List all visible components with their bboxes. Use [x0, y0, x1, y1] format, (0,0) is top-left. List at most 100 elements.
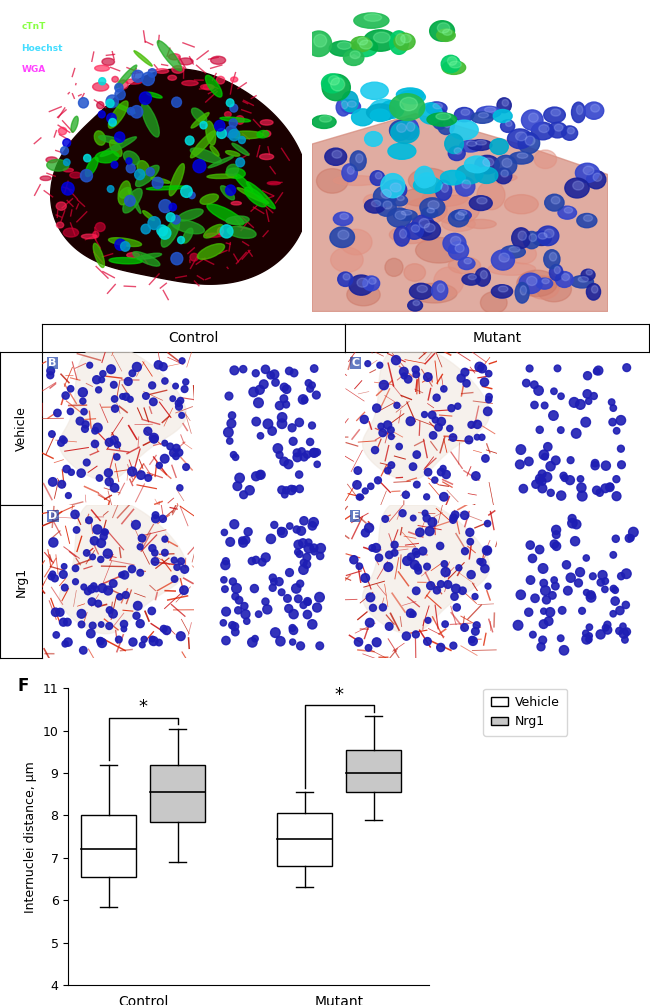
Circle shape [484, 521, 491, 527]
Circle shape [281, 491, 288, 497]
Circle shape [226, 98, 234, 107]
Circle shape [51, 575, 58, 582]
Circle shape [177, 236, 185, 243]
Ellipse shape [383, 201, 392, 209]
Ellipse shape [443, 233, 466, 253]
Circle shape [316, 642, 324, 649]
Circle shape [441, 386, 447, 392]
Ellipse shape [493, 110, 512, 123]
Circle shape [115, 239, 125, 250]
Circle shape [157, 225, 168, 236]
Circle shape [115, 89, 125, 99]
Circle shape [241, 610, 250, 619]
Ellipse shape [229, 131, 264, 139]
Ellipse shape [518, 133, 540, 154]
Ellipse shape [528, 114, 538, 123]
Ellipse shape [508, 129, 532, 149]
Ellipse shape [586, 270, 592, 275]
Circle shape [423, 515, 430, 522]
Ellipse shape [593, 173, 602, 181]
Circle shape [432, 477, 438, 483]
Ellipse shape [592, 285, 598, 293]
Ellipse shape [544, 108, 566, 123]
Circle shape [99, 622, 104, 627]
Ellipse shape [125, 78, 142, 84]
Circle shape [106, 622, 112, 629]
Ellipse shape [220, 186, 235, 200]
Circle shape [56, 608, 64, 616]
Circle shape [471, 627, 479, 635]
Circle shape [249, 387, 258, 397]
Ellipse shape [231, 77, 238, 82]
Ellipse shape [183, 228, 193, 243]
Circle shape [618, 445, 625, 452]
Circle shape [287, 485, 296, 494]
Circle shape [122, 393, 129, 400]
Ellipse shape [421, 208, 438, 218]
Ellipse shape [413, 177, 442, 193]
Circle shape [296, 471, 303, 478]
Y-axis label: Internuclei distance, μm: Internuclei distance, μm [24, 761, 37, 913]
Circle shape [98, 638, 107, 647]
Circle shape [144, 427, 152, 435]
Ellipse shape [385, 258, 403, 276]
Ellipse shape [495, 168, 512, 184]
Circle shape [361, 574, 370, 582]
Circle shape [100, 371, 106, 377]
Ellipse shape [370, 99, 398, 120]
Circle shape [474, 434, 480, 440]
Ellipse shape [586, 283, 601, 300]
Ellipse shape [426, 102, 447, 115]
Ellipse shape [350, 151, 366, 171]
Text: Nrg1: Nrg1 [14, 567, 27, 597]
Ellipse shape [526, 276, 537, 285]
Ellipse shape [342, 164, 358, 182]
Circle shape [289, 624, 296, 631]
Circle shape [538, 483, 547, 492]
Circle shape [177, 397, 184, 404]
Circle shape [378, 423, 384, 429]
Circle shape [536, 474, 544, 482]
Ellipse shape [583, 166, 594, 175]
Circle shape [269, 584, 276, 591]
Circle shape [173, 383, 178, 389]
Ellipse shape [389, 226, 432, 243]
Circle shape [96, 474, 103, 481]
Circle shape [179, 358, 185, 364]
Circle shape [441, 561, 448, 567]
Circle shape [593, 368, 600, 375]
Circle shape [586, 633, 592, 639]
Ellipse shape [364, 14, 382, 21]
Circle shape [101, 529, 107, 535]
Circle shape [412, 549, 419, 555]
Circle shape [578, 607, 586, 614]
Circle shape [272, 379, 280, 386]
Ellipse shape [455, 212, 464, 220]
Circle shape [401, 373, 407, 379]
Circle shape [358, 494, 363, 499]
Circle shape [368, 483, 374, 489]
Circle shape [116, 594, 123, 600]
Ellipse shape [491, 250, 515, 270]
Ellipse shape [354, 13, 389, 28]
Ellipse shape [391, 122, 419, 144]
Ellipse shape [325, 148, 346, 166]
Circle shape [229, 578, 237, 585]
Polygon shape [363, 352, 489, 480]
Circle shape [384, 563, 393, 572]
Ellipse shape [85, 157, 98, 177]
Circle shape [413, 451, 421, 458]
Circle shape [366, 593, 374, 602]
Ellipse shape [475, 167, 498, 184]
Ellipse shape [190, 148, 221, 163]
Ellipse shape [340, 213, 348, 219]
Ellipse shape [437, 23, 450, 33]
Text: cTnT: cTnT [21, 22, 46, 31]
Circle shape [571, 428, 581, 438]
Circle shape [93, 376, 101, 384]
Circle shape [414, 552, 420, 558]
Circle shape [242, 537, 250, 544]
Ellipse shape [420, 198, 445, 217]
Ellipse shape [341, 100, 348, 109]
Circle shape [225, 392, 233, 400]
